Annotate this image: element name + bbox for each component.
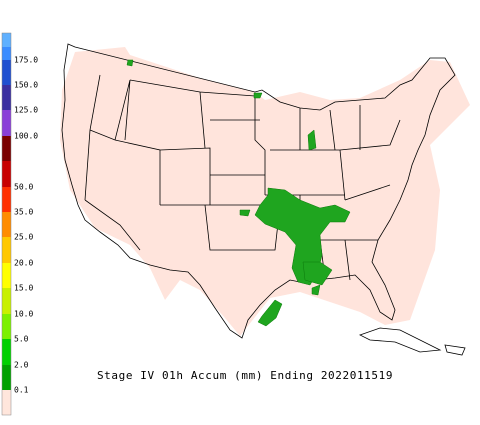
rain-area bbox=[126, 59, 134, 67]
color-swatch bbox=[2, 390, 11, 415]
color-swatch bbox=[2, 237, 11, 263]
colorbar-labels: 175.0 150.0 125.0 100.0 50.0 35.0 25.0 20.0 15.0… bbox=[14, 56, 38, 395]
color-swatch bbox=[2, 33, 11, 47]
state-borders bbox=[84, 74, 401, 281]
color-swatch bbox=[2, 314, 11, 339]
colorbar-label: 20.0 bbox=[14, 259, 33, 268]
us-outline bbox=[61, 43, 456, 339]
colorbar-label: 150.0 bbox=[14, 81, 38, 90]
color-swatch bbox=[2, 85, 11, 110]
colorbar-label: 10.0 bbox=[14, 310, 33, 319]
colorbar-label: 2.0 bbox=[14, 361, 29, 370]
color-swatch bbox=[2, 136, 11, 161]
islands bbox=[358, 327, 466, 356]
color-swatch bbox=[2, 288, 11, 314]
precipitation bbox=[126, 59, 351, 327]
colorbar-label: 50.0 bbox=[14, 183, 33, 192]
color-swatch bbox=[2, 60, 11, 85]
rain-area bbox=[302, 261, 333, 286]
colorbar-label: 0.1 bbox=[14, 386, 29, 395]
color-swatch bbox=[2, 365, 11, 390]
rain-area bbox=[311, 284, 321, 296]
rain-area bbox=[307, 129, 317, 151]
rain-area bbox=[257, 299, 283, 327]
colorbar-label: 15.0 bbox=[14, 284, 33, 293]
color-swatch bbox=[2, 187, 11, 212]
colorbar-label: 125.0 bbox=[14, 106, 38, 115]
colorbar bbox=[1, 32, 12, 416]
colorbar-label: 100.0 bbox=[14, 132, 38, 141]
color-swatch bbox=[2, 212, 11, 237]
rain-area bbox=[253, 92, 263, 99]
rain-area bbox=[239, 209, 251, 217]
color-swatch bbox=[2, 47, 11, 60]
color-swatch bbox=[2, 263, 11, 288]
colorbar-label: 5.0 bbox=[14, 335, 29, 344]
color-swatch bbox=[2, 339, 11, 365]
colorbar-label: 25.0 bbox=[14, 233, 33, 242]
map-title: Stage IV 01h Accum (mm) Ending 202201151… bbox=[97, 369, 393, 382]
color-swatch bbox=[2, 161, 11, 187]
color-swatch bbox=[2, 110, 11, 136]
colorbar-frame bbox=[1, 32, 12, 416]
colorbar-label: 35.0 bbox=[14, 208, 33, 217]
colorbar-label: 175.0 bbox=[14, 56, 38, 65]
